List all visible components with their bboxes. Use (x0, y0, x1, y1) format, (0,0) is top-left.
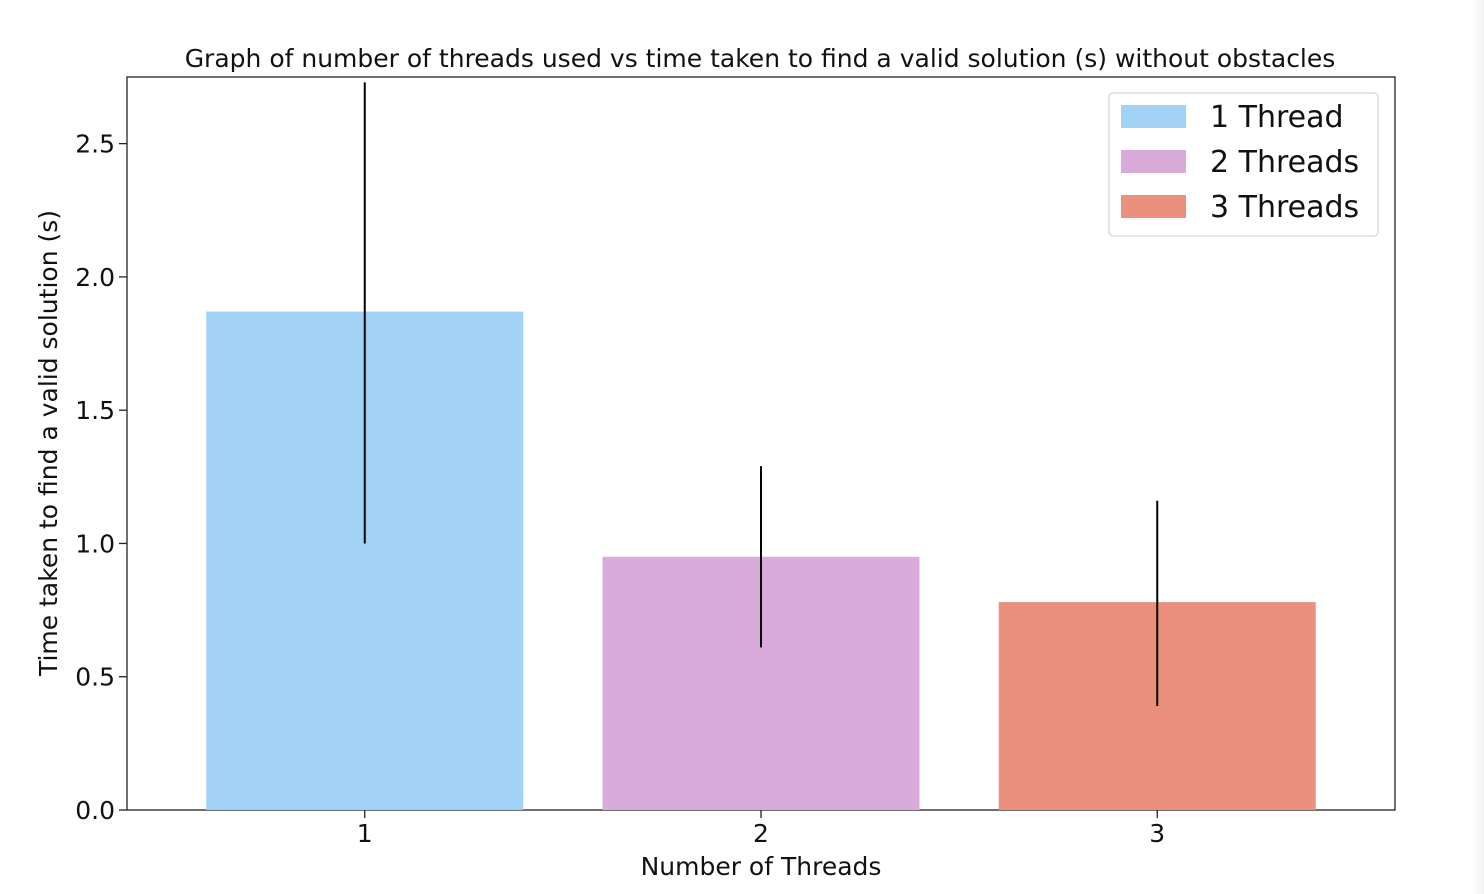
y-tick-label-1.5: 1.5 (75, 396, 115, 425)
y-tick-label-2.0: 2.0 (75, 263, 115, 292)
legend-swatch-3 (1121, 195, 1186, 218)
legend-label-1: 1 Thread (1210, 100, 1344, 135)
legend-swatch-2 (1121, 150, 1186, 173)
x-axis-label: Number of Threads (641, 852, 882, 881)
x-axis-ticks: 1 2 3 (357, 810, 1165, 848)
y-tick-label-1.0: 1.0 (75, 529, 115, 558)
legend: 1 Thread 2 Threads 3 Threads (1108, 92, 1379, 237)
y-axis-label: Time taken to find a valid solution (s) (34, 210, 63, 677)
x-tick-label-1: 1 (357, 819, 373, 848)
chart-title: Graph of number of threads used vs time … (185, 44, 1336, 73)
y-tick-label-0.5: 0.5 (75, 663, 115, 692)
x-tick-label-2: 2 (753, 819, 769, 848)
y-axis-ticks: 0.0 0.5 1.0 1.5 2.0 2.5 (75, 130, 127, 825)
window-edge (1472, 0, 1484, 894)
x-tick-label-3: 3 (1149, 819, 1165, 848)
y-tick-label-2.5: 2.5 (75, 130, 115, 159)
legend-swatch-1 (1121, 105, 1186, 128)
error-bars-layer (363, 82, 1159, 707)
legend-label-2: 2 Threads (1210, 145, 1359, 180)
y-tick-label-0.0: 0.0 (75, 796, 115, 825)
legend-label-3: 3 Threads (1210, 190, 1359, 225)
